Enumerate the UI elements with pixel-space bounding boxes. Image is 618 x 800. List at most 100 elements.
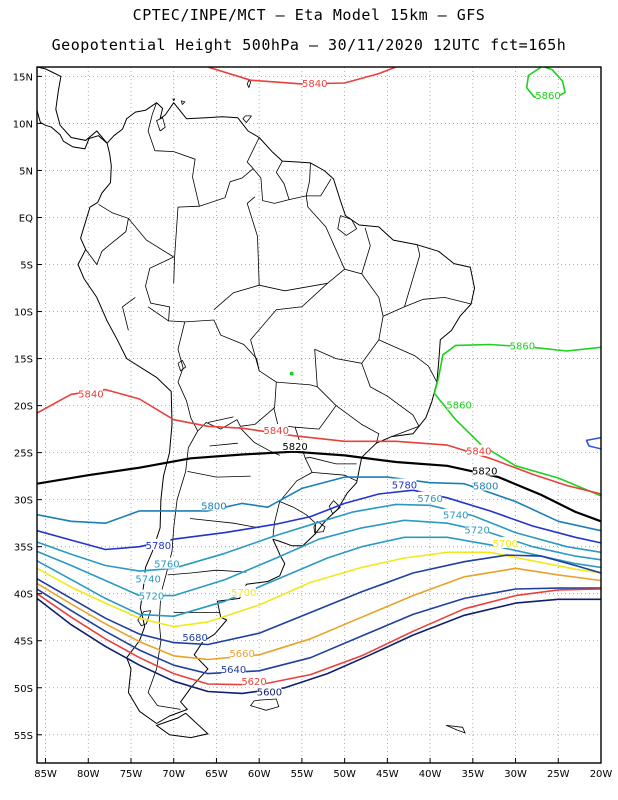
border-line xyxy=(85,203,129,266)
island-outline xyxy=(246,79,252,88)
border-line xyxy=(312,472,357,482)
island-outline xyxy=(172,98,176,102)
border-line xyxy=(213,282,328,311)
contour-label-bg xyxy=(231,585,256,597)
axis-ticks: 15N 10N 5N EQ 5S 10S 15S 20S 25S 30S 35S 40S 45S 50S 5… xyxy=(13,72,613,780)
title-field: Geopotential Height 500hPa – 30/11/2020 … xyxy=(51,36,567,54)
lon-tick-label: 75W xyxy=(120,769,143,780)
contour-label-bg xyxy=(264,424,289,436)
lake-outline xyxy=(328,500,341,515)
contour-label-bg xyxy=(221,662,246,674)
contour-5800 xyxy=(37,502,269,525)
lake-outline xyxy=(313,520,326,534)
contour-label-bg xyxy=(257,685,282,697)
contour-5660 xyxy=(37,567,601,661)
contour-label-bg xyxy=(443,508,468,520)
border-line xyxy=(404,244,421,307)
contour-label: 5740 xyxy=(443,511,468,522)
border-line xyxy=(167,569,247,576)
contour-5720 xyxy=(37,536,601,618)
lat-tick-label: 55S xyxy=(14,731,33,742)
contour-label: 5860 xyxy=(535,91,560,102)
lat-tick-label: 40S xyxy=(14,590,33,601)
border-line xyxy=(209,442,238,447)
contour-label: 5860 xyxy=(510,341,535,352)
contour-label-bg xyxy=(536,89,561,101)
contour-5640 xyxy=(37,587,601,675)
contour-label: 5760 xyxy=(154,560,179,571)
lat-tick-label: 15N xyxy=(13,72,33,83)
contour-label: 5780 xyxy=(392,481,417,492)
lat-tick-label: 10S xyxy=(14,308,33,319)
contour-5860 xyxy=(433,343,601,395)
border-line xyxy=(199,168,254,207)
lat-tick-label: 15S xyxy=(14,355,33,366)
border-line xyxy=(305,195,345,270)
contour-5820 xyxy=(37,450,601,523)
lon-tick-label: 40W xyxy=(419,769,442,780)
border-line xyxy=(187,471,251,478)
tierra-del-fuego xyxy=(155,712,209,739)
contour-label: 5840 xyxy=(466,447,491,458)
contour-5780 xyxy=(37,489,601,551)
contour-label: 5640 xyxy=(221,665,246,676)
lat-tick-label: 5S xyxy=(20,261,33,272)
lon-tick-label: 50W xyxy=(333,769,356,780)
border-line xyxy=(246,196,260,286)
border-line xyxy=(246,137,332,204)
contour-label-bg xyxy=(302,76,327,88)
contour-label: 5720 xyxy=(139,592,164,603)
lat-tick-label: 30S xyxy=(14,496,33,507)
coastline xyxy=(77,102,475,724)
lat-tick-label: 50S xyxy=(14,684,33,695)
contour-label: 5760 xyxy=(417,494,442,505)
island-outline xyxy=(249,698,280,711)
lat-lon-grid xyxy=(37,67,602,763)
contour-5880 xyxy=(585,436,601,450)
contour-5760 xyxy=(37,503,601,572)
contour-5620 xyxy=(37,588,601,686)
contour-label: 5700 xyxy=(231,588,256,599)
contour-labels: 5840 5860 5860 5860 5840 5840 5840 5820 5820 5800… xyxy=(78,76,561,699)
lon-tick-label: 35W xyxy=(462,769,485,780)
contour-label: 5680 xyxy=(182,633,207,644)
contour-5840 xyxy=(37,388,601,495)
border-line xyxy=(250,268,384,371)
contour-label-bg xyxy=(447,398,472,410)
border-line xyxy=(335,405,380,444)
contour-label: 5800 xyxy=(201,501,226,512)
contour-label-bg xyxy=(465,523,490,535)
contour-label: 5740 xyxy=(135,575,160,586)
border-line xyxy=(207,416,234,423)
border-line xyxy=(305,162,311,196)
lat-tick-label: 35S xyxy=(14,543,33,554)
contour-label-bg xyxy=(183,630,208,642)
border-line xyxy=(189,518,260,529)
lon-tick-label: 70W xyxy=(162,769,185,780)
lon-tick-label: 25W xyxy=(547,769,570,780)
contour-label: 5800 xyxy=(473,482,498,493)
contour-label: 5860 xyxy=(446,401,471,412)
border-line xyxy=(197,419,255,432)
height-contours xyxy=(37,67,601,695)
lake-outline xyxy=(156,117,166,132)
lat-tick-label: 5N xyxy=(19,166,33,177)
island-outline xyxy=(337,215,358,236)
contour-label-bg xyxy=(510,339,535,351)
contour-5800 xyxy=(266,476,601,532)
border-line xyxy=(147,381,199,710)
lake-outline xyxy=(177,359,187,372)
border-line xyxy=(122,297,136,331)
contour-label-bg xyxy=(139,589,164,601)
lat-tick-label: 25S xyxy=(14,449,33,460)
lon-tick-label: 85W xyxy=(34,769,57,780)
border-line xyxy=(145,256,186,383)
contour-label: 5600 xyxy=(257,688,282,699)
lon-tick-label: 65W xyxy=(205,769,228,780)
lon-tick-label: 55W xyxy=(291,769,314,780)
contour-label: 5660 xyxy=(229,649,254,660)
contour-label-bg xyxy=(242,675,267,687)
contour-label-bg xyxy=(392,478,417,490)
border-line xyxy=(295,349,337,430)
